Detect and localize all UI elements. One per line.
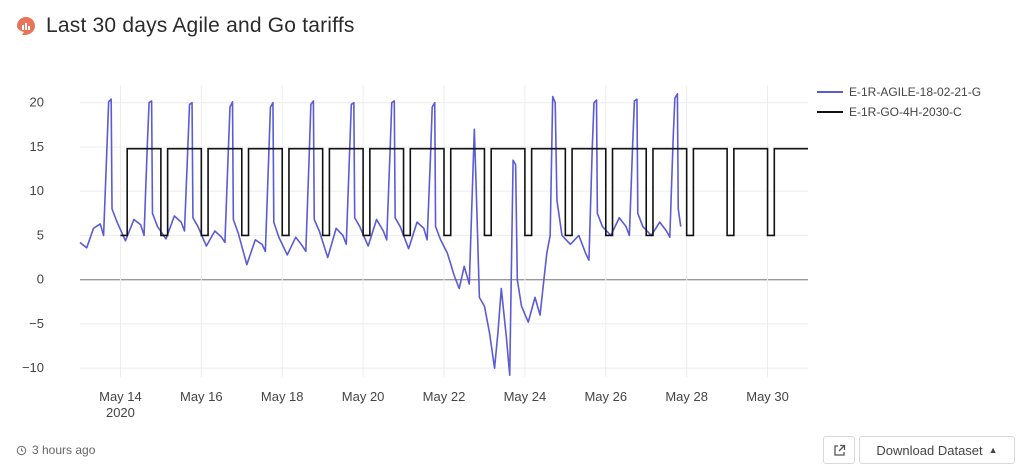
y-tick-label: 15 — [30, 139, 44, 154]
y-tick-label: 0 — [37, 272, 44, 287]
external-link-icon — [833, 444, 845, 456]
agile-series-line — [79, 93, 682, 377]
y-tick-label: −5 — [29, 316, 44, 331]
history-icon — [16, 445, 27, 455]
x-tick-label: May 30 — [746, 389, 789, 404]
x-tick-sublabel: 2020 — [106, 405, 135, 420]
x-tick-label: May 20 — [342, 389, 385, 404]
chart-header: Last 30 days Agile and Go tariffs — [16, 14, 355, 38]
legend-label: E-1R-AGILE-18-02-21-G — [849, 85, 981, 99]
y-tick-label: 10 — [30, 183, 44, 198]
y-tick-label: 20 — [30, 95, 44, 110]
x-tick-label: May 16 — [180, 389, 223, 404]
download-dataset-button[interactable]: Download Dataset ▲ — [859, 436, 1015, 464]
last-updated-text: 3 hours ago — [32, 443, 96, 457]
page-title: Last 30 days Agile and Go tariffs — [46, 14, 355, 37]
x-tick-label: May 26 — [584, 389, 627, 404]
chart-badge-icon — [17, 17, 35, 35]
x-tick-label: May 24 — [504, 389, 547, 404]
x-tick-label: May 14 — [99, 389, 142, 404]
series-layer — [79, 93, 808, 377]
x-tick-label: May 28 — [665, 389, 708, 404]
y-tick-label: 5 — [37, 227, 44, 242]
open-external-button[interactable] — [823, 436, 855, 464]
go-series-line — [120, 147, 808, 237]
caret-up-icon: ▲ — [988, 445, 998, 455]
x-tick-label: May 18 — [261, 389, 304, 404]
legend-label: E-1R-GO-4H-2030-C — [849, 105, 962, 119]
y-tick-label: −10 — [22, 360, 44, 375]
last-updated: 3 hours ago — [16, 443, 95, 457]
chart-legend: E-1R-AGILE-18-02-21-G E-1R-GO-4H-2030-C — [817, 85, 981, 119]
download-dataset-label: Download Dataset — [876, 442, 983, 458]
x-tick-label: May 22 — [423, 389, 466, 404]
